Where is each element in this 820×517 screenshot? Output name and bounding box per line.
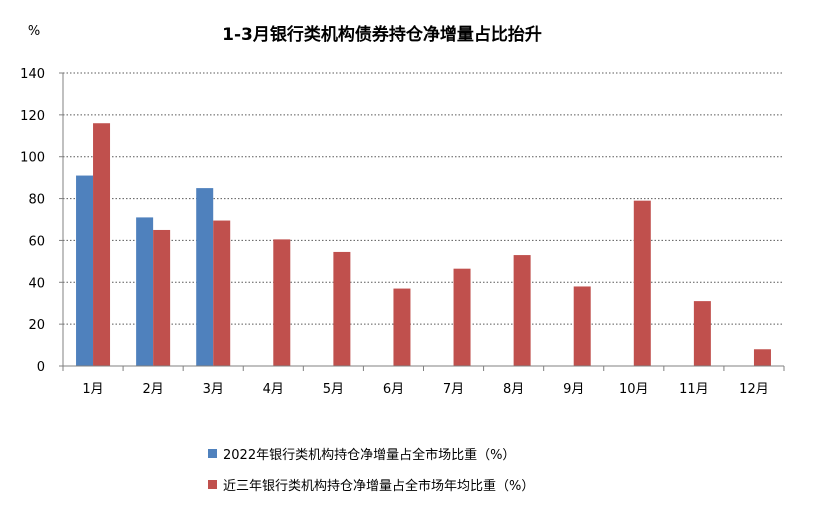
- x-tick-label: 3月: [203, 382, 224, 397]
- bar: [196, 188, 214, 366]
- bar: [393, 288, 411, 366]
- bar: [753, 349, 771, 366]
- x-tick-label: 7月: [443, 382, 464, 397]
- x-tick-label: 1月: [82, 382, 103, 397]
- y-tick-label: 40: [28, 276, 45, 291]
- y-tick-labels: 0 20 40 60 80 100 120 140: [20, 67, 45, 375]
- bar: [273, 239, 291, 366]
- x-tick-label: 8月: [503, 382, 524, 397]
- bar: [153, 229, 171, 366]
- bar: [333, 251, 351, 366]
- bar: [633, 200, 651, 366]
- x-tick-label: 6月: [383, 382, 404, 397]
- legend-swatch: [208, 480, 217, 489]
- y-tick-label: 20: [28, 318, 45, 333]
- y-tick-label: 0: [37, 360, 45, 375]
- legend-swatch: [208, 449, 217, 458]
- bars: [76, 123, 771, 366]
- y-axis-unit-label: %: [28, 24, 40, 39]
- legend-label: 近三年银行类机构持仓净增量占全市场年均比重（%）: [223, 478, 534, 494]
- x-tick-label: 2月: [142, 382, 163, 397]
- y-tick-label: 100: [20, 151, 45, 166]
- y-tick-label: 60: [28, 234, 45, 249]
- legend-label: 2022年银行类机构持仓净增量占全市场比重（%）: [223, 447, 515, 463]
- x-tick-labels: 1月 2月 3月 4月 5月 6月 7月 8月 9月 10月 11月 12月: [82, 382, 768, 397]
- x-tick-label: 11月: [679, 382, 709, 397]
- x-tick-label: 4月: [263, 382, 284, 397]
- bar: [136, 217, 154, 366]
- gridlines: [63, 72, 784, 325]
- bar: [213, 220, 231, 366]
- bar: [76, 175, 94, 366]
- bar: [693, 301, 711, 366]
- chart-title: 1-3月银行类机构债券持仓净增量占比抬升: [222, 24, 542, 45]
- bar: [453, 268, 471, 366]
- x-tick-label: 9月: [563, 382, 584, 397]
- x-tick-label: 5月: [323, 382, 344, 397]
- bar: [93, 123, 111, 366]
- y-tick-label: 120: [20, 109, 45, 124]
- axes: [59, 72, 785, 371]
- x-tick-label: 10月: [619, 382, 649, 397]
- x-tick-label: 12月: [739, 382, 769, 397]
- y-tick-label: 80: [28, 193, 45, 208]
- y-tick-label: 140: [20, 67, 45, 82]
- bar: [573, 286, 591, 366]
- bar: [513, 255, 531, 366]
- legend: 2022年银行类机构持仓净增量占全市场比重（%） 近三年银行类机构持仓净增量占全市…: [208, 447, 534, 494]
